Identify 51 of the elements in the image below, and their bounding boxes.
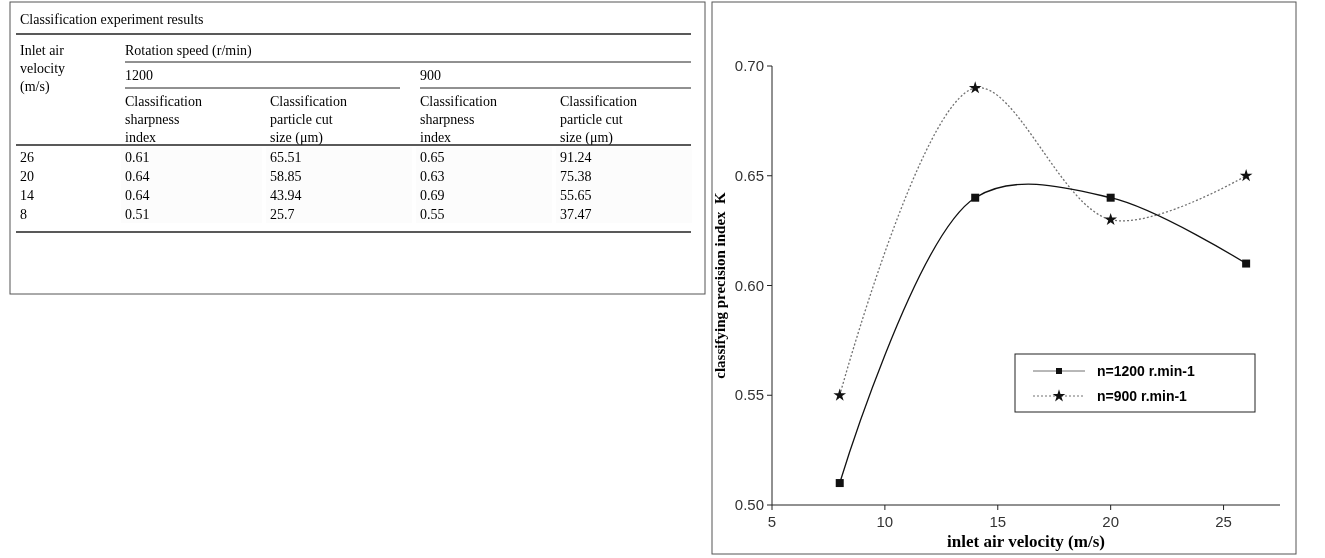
text: 900: [420, 68, 441, 83]
data-label: 0.55: [420, 207, 445, 222]
x-tick-label: 10: [876, 513, 894, 530]
data-label: 65.51: [270, 150, 302, 165]
data-label: 0.63: [420, 169, 445, 184]
legend-label: n=900 r.min-1: [1097, 388, 1188, 404]
y-axis-title: classifying precision index K: [712, 191, 728, 379]
data-label: 0.64: [125, 169, 150, 184]
x-tick-label: Classification sharpness index: [125, 94, 202, 145]
y-tick-label: 14: [20, 188, 34, 203]
text: 1200: [125, 68, 153, 83]
y-tick-label: 0.55: [734, 386, 764, 404]
x-tick-label: 15: [989, 513, 1007, 530]
point: [1239, 169, 1253, 182]
y-tick-label: 0.60: [734, 276, 764, 294]
x-tick-label: 5: [767, 513, 777, 530]
x-tick-label: 25: [1215, 513, 1232, 530]
x-axis-title: inlet air velocity (m/s): [947, 532, 1105, 551]
y-tick-label: 0.50: [734, 496, 764, 513]
point: [1104, 212, 1118, 226]
y-tick-label: 26: [20, 150, 34, 165]
y-tick-label: 0.65: [734, 166, 764, 184]
data-label: 75.38: [560, 169, 592, 184]
point: [971, 193, 980, 202]
data-label: 43.94: [270, 188, 302, 203]
y-tick-label: 8: [20, 207, 27, 222]
data-label: 91.24: [560, 150, 592, 165]
y-tick-label: 20: [20, 169, 34, 184]
x-tick-label: Classification sharpness index: [420, 94, 497, 145]
chart-title: Classification experiment results: [20, 12, 204, 27]
data-label: 0.64: [125, 188, 150, 203]
data-label: 25.7: [270, 207, 295, 222]
data-label: 55.65: [560, 188, 592, 203]
x-tick-label: 20: [1102, 513, 1120, 530]
y-tick-label: 0.70: [734, 57, 764, 74]
data-label: 0.51: [125, 207, 150, 222]
data-label: 0.61: [125, 150, 150, 165]
data-label: 37.47: [560, 207, 592, 222]
x-tick-label: Classification particle cut size (μm): [270, 94, 347, 146]
point: [833, 388, 847, 401]
text: Rotation speed (r/min): [125, 43, 253, 59]
x-tick-label: Classification particle cut size (μm): [560, 94, 637, 146]
data-label: 0.65: [420, 150, 445, 165]
point: [1106, 193, 1115, 202]
point: [835, 479, 844, 488]
legend-label: n=1200 r.min-1: [1097, 363, 1195, 379]
data-label: 0.69: [420, 188, 445, 203]
data-label: 58.85: [270, 169, 302, 184]
text: Inlet air velocity (m/s): [20, 43, 66, 95]
point: [968, 81, 982, 94]
point: [1242, 259, 1251, 268]
